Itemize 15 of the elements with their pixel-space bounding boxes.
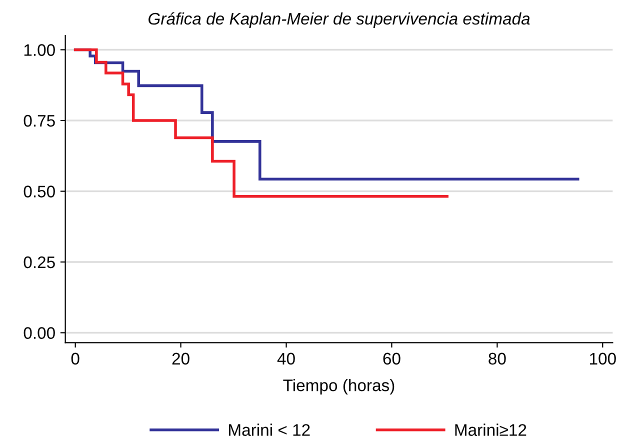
x-tick-label: 60 bbox=[383, 352, 400, 365]
y-tick-label: 1.00 bbox=[24, 44, 55, 56]
y-tick-label: 0.50 bbox=[24, 186, 55, 198]
legend-label: Marini < 12 bbox=[229, 424, 310, 436]
x-tick-label: 0 bbox=[71, 352, 80, 365]
x-tick-label: 40 bbox=[277, 352, 295, 365]
y-tick-label: 0.00 bbox=[24, 327, 55, 339]
x-tick-label: 80 bbox=[488, 352, 506, 365]
y-tick-label: 0.75 bbox=[24, 114, 55, 127]
x-tick-label: 20 bbox=[172, 352, 190, 365]
y-tick-label: 0.25 bbox=[24, 256, 55, 268]
x-tick-label: 100 bbox=[590, 352, 616, 365]
x-axis-title: Tiempo (horas) bbox=[283, 379, 394, 395]
chart-title: Gráfica de Kaplan-Meier de supervivencia estimada bbox=[148, 12, 530, 28]
legend-label: Marini≥12 bbox=[455, 424, 526, 436]
